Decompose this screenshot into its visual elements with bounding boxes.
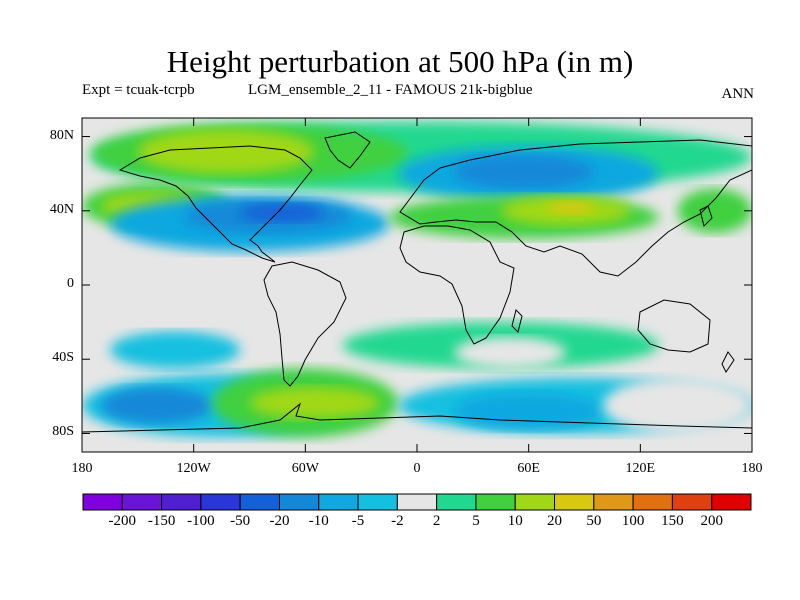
colorbar-label: -50 <box>230 513 251 529</box>
contour-region-21 <box>454 336 566 369</box>
colorbar-swatch <box>593 493 634 511</box>
colorbar-swatch <box>121 493 163 511</box>
axis-ticks <box>81 118 753 452</box>
lon-tick-label: 60W <box>291 461 319 476</box>
colorbar-label: 10 <box>507 513 523 529</box>
lat-tick-label: 40N <box>49 201 74 217</box>
colorbar-swatch <box>514 493 556 511</box>
coastline-south-america <box>263 261 347 387</box>
coastline-north-america <box>118 145 313 263</box>
contour-region-13 <box>547 201 594 215</box>
colorbar-swatch <box>82 493 123 511</box>
plot-title: Height perturbation at 500 hPa (in m) <box>166 44 634 79</box>
colorbar-swatch <box>239 493 280 511</box>
colorbar-label: 5 <box>472 513 480 529</box>
lat-tick-label: 0 <box>67 276 74 291</box>
coastline-new-zealand <box>721 351 735 373</box>
contour-region-8 <box>240 203 324 222</box>
lat-tick-label: 80N <box>49 127 74 143</box>
contour-field <box>82 118 752 452</box>
colorbar-label: -200 <box>108 513 137 529</box>
colorbar-label: 100 <box>621 513 645 529</box>
coastline-madagascar <box>511 309 523 333</box>
colorbar <box>82 493 752 511</box>
ensemble-label: LGM_ensemble_2_11 - FAMOUS 21k-bigblue <box>248 82 533 98</box>
lon-tick-label: 120W <box>176 461 211 476</box>
coastline-australia <box>637 299 711 353</box>
contour-region-24 <box>603 377 752 434</box>
colorbar-label: 20 <box>547 513 563 529</box>
contour-region-14 <box>677 188 752 234</box>
lon-tick-label: 0 <box>413 461 421 476</box>
colorbar-swatch <box>671 493 713 511</box>
contour-region-19 <box>249 387 380 419</box>
coastline-eurasia <box>399 139 752 277</box>
lon-tick-label: 180 <box>71 461 93 476</box>
colorbar-label: -20 <box>269 513 290 529</box>
colorbar-label: -5 <box>351 513 365 529</box>
lat-tick-label: 40S <box>52 350 74 366</box>
colorbar-label: 200 <box>700 513 723 529</box>
colorbar-swatch <box>475 493 516 511</box>
colorbar-label: 150 <box>661 513 684 529</box>
colorbar-swatch <box>278 493 320 511</box>
coastline-africa <box>399 225 515 345</box>
lon-tick-label: 120E <box>625 461 656 476</box>
colorbar-label: 50 <box>586 513 602 529</box>
coastlines <box>82 131 752 433</box>
experiment-label: Expt = tcuak-tcrpb <box>82 82 195 98</box>
colorbar-swatch <box>396 493 438 511</box>
colorbar-swatch <box>318 493 359 511</box>
contour-region-10 <box>454 155 594 189</box>
colorbar-swatch <box>436 493 477 511</box>
colorbar-label: 2 <box>432 513 441 529</box>
colorbar-swatch <box>632 493 673 511</box>
colorbar-label: -150 <box>147 513 176 529</box>
colorbar-swatch <box>200 493 241 511</box>
contour-region-17 <box>100 387 213 425</box>
coastline-antarctica <box>82 402 752 433</box>
colorbar-label: -100 <box>187 513 215 529</box>
coastline-japan <box>699 205 713 227</box>
colorbar-swatch <box>554 493 595 511</box>
coastline-greenland <box>324 131 371 169</box>
colorbar-swatch <box>161 493 202 511</box>
lon-tick-label: 60E <box>517 461 540 476</box>
contour-region-15 <box>109 331 241 369</box>
season-label: ANN <box>721 86 755 102</box>
colorbar-label: -10 <box>308 513 329 529</box>
colorbar-swatch <box>711 493 752 511</box>
contour-region-3 <box>137 129 315 174</box>
colorbar-swatch <box>357 493 398 511</box>
lat-tick-label: 80S <box>52 424 74 440</box>
lon-tick-label: 180 <box>741 461 763 476</box>
contour-region-23 <box>454 392 604 430</box>
colorbar-label: -2 <box>391 513 404 529</box>
